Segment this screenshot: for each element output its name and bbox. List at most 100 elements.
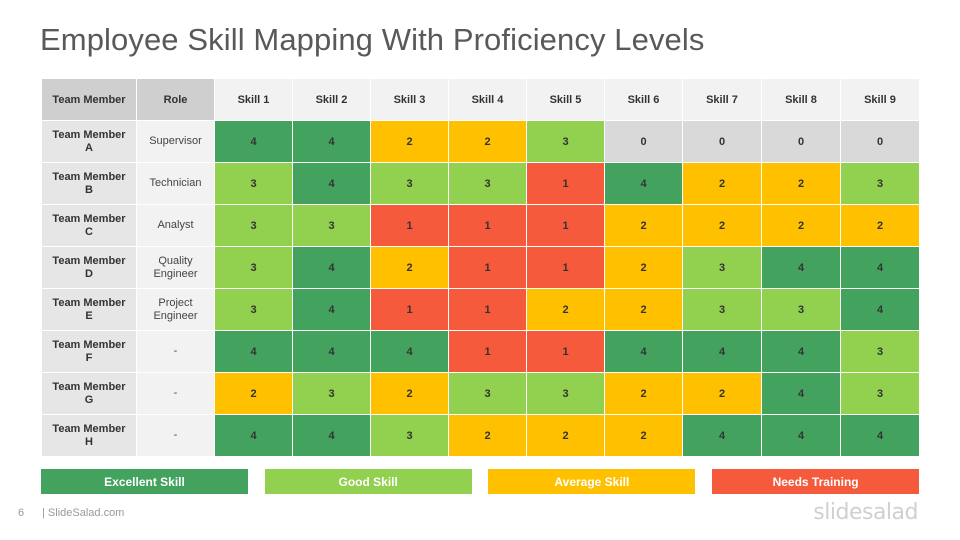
skill-level-cell: 4 — [292, 120, 371, 163]
skill-level-cell: 4 — [682, 330, 762, 373]
role-cell: Technician — [136, 162, 215, 205]
table-row: Team Member G -2 3 2 3 3 2 2 4 3 — [41, 372, 920, 415]
slidesalad-logo: slidesalad — [813, 500, 918, 525]
skill-level-cell: 3 — [214, 204, 293, 247]
role-cell: Project Engineer — [136, 288, 215, 331]
skill-level-cell: 3 — [214, 288, 293, 331]
skill-level-cell: 4 — [840, 414, 920, 457]
skill-level-cell: 3 — [292, 372, 371, 415]
header-skill-5: Skill 5 — [526, 78, 605, 121]
member-name-line: Team Member — [52, 254, 126, 267]
header-skill-7: Skill 7 — [682, 78, 762, 121]
skill-level-cell: 3 — [370, 414, 449, 457]
skill-level-cell: 0 — [682, 120, 762, 163]
skill-level-cell: 3 — [214, 162, 293, 205]
skill-level-cell: 1 — [448, 204, 527, 247]
skill-level-cell: 1 — [448, 288, 527, 331]
skill-level-cell: 3 — [526, 120, 605, 163]
skill-level-cell: 1 — [526, 330, 605, 373]
member-name-line: A — [85, 141, 93, 154]
skill-level-cell: 2 — [604, 372, 683, 415]
member-name-line: Team Member — [52, 128, 126, 141]
member-cell: Team Member G — [41, 372, 137, 415]
header-team-member: Team Member — [41, 78, 137, 121]
role-cell: - — [136, 414, 215, 457]
member-name-line: H — [85, 435, 93, 448]
role-cell: Quality Engineer — [136, 246, 215, 289]
page-title: Employee Skill Mapping With Proficiency … — [40, 22, 705, 57]
skill-level-cell: 4 — [292, 288, 371, 331]
role-line: - — [173, 387, 178, 399]
skill-level-cell: 1 — [526, 162, 605, 205]
skill-level-cell: 4 — [761, 330, 841, 373]
role-cell: - — [136, 330, 215, 373]
skill-level-cell: 2 — [682, 204, 762, 247]
legend-item: Needs Training — [712, 469, 920, 494]
skill-level-cell: 1 — [526, 204, 605, 247]
header-role: Role — [136, 78, 215, 121]
skill-level-cell: 2 — [370, 372, 449, 415]
skill-level-cell: 3 — [214, 246, 293, 289]
skill-level-cell: 2 — [840, 204, 920, 247]
skill-level-cell: 2 — [526, 288, 605, 331]
table-row: Team Member B Technician 3 4 3 3 1 4 2 2 3 — [41, 162, 920, 205]
skill-level-cell: 4 — [214, 414, 293, 457]
skill-level-cell: 2 — [604, 288, 683, 331]
member-name-line: Team Member — [52, 422, 126, 435]
skill-level-cell: 2 — [526, 414, 605, 457]
skill-level-cell: 4 — [761, 372, 841, 415]
role-line: Quality — [158, 254, 193, 267]
skill-level-cell: 4 — [214, 330, 293, 373]
skill-level-cell: 1 — [448, 246, 527, 289]
table-row: Team Member F -4 4 4 1 1 4 4 4 3 — [41, 330, 920, 373]
member-cell: Team Member F — [41, 330, 137, 373]
skill-level-cell: 4 — [840, 288, 920, 331]
skill-level-cell: 4 — [604, 330, 683, 373]
member-name-line: Team Member — [52, 380, 126, 393]
role-line: - — [173, 345, 178, 357]
role-cell: Analyst — [136, 204, 215, 247]
member-name-line: Team Member — [52, 296, 126, 309]
table-row: Team Member D Quality Engineer 3 4 2 1 1 2 3 4 4 — [41, 246, 920, 289]
skill-level-cell: 3 — [682, 288, 762, 331]
member-cell: Team Member E — [41, 288, 137, 331]
role-line: Engineer — [153, 309, 198, 322]
skill-level-cell: 0 — [761, 120, 841, 163]
skill-level-cell: 3 — [840, 372, 920, 415]
role-line: Engineer — [153, 267, 198, 280]
table-header-row: Team Member Role Skill 1 Skill 2 Skill 3 Sk… — [41, 78, 920, 121]
skill-level-cell: 4 — [840, 246, 920, 289]
skill-level-cell: 3 — [840, 162, 920, 205]
skill-level-cell: 4 — [292, 330, 371, 373]
skill-level-cell: 2 — [448, 414, 527, 457]
role-line: Supervisor — [149, 135, 202, 147]
role-line: Technician — [149, 177, 202, 189]
skill-level-cell: 2 — [761, 162, 841, 205]
legend-item: Excellent Skill — [41, 469, 248, 494]
skill-level-cell: 2 — [370, 246, 449, 289]
footer-brand: | SlideSalad.com — [42, 507, 125, 519]
skill-level-cell: 4 — [292, 246, 371, 289]
skill-level-cell: 1 — [526, 246, 605, 289]
role-cell: - — [136, 372, 215, 415]
skill-level-cell: 3 — [682, 246, 762, 289]
skill-level-cell: 0 — [840, 120, 920, 163]
skill-level-cell: 3 — [448, 162, 527, 205]
member-cell: Team Member H — [41, 414, 137, 457]
skill-level-cell: 2 — [682, 372, 762, 415]
header-skill-4: Skill 4 — [448, 78, 527, 121]
role-line: - — [173, 429, 178, 441]
member-name-line: Team Member — [52, 338, 126, 351]
legend: Excellent Skill Good Skill Average Skill Ne… — [41, 469, 920, 494]
skill-level-cell: 4 — [604, 162, 683, 205]
skill-level-cell: 4 — [292, 162, 371, 205]
table-row: Team Member C Analyst 3 3 1 1 1 2 2 2 2 — [41, 204, 920, 247]
table-row: Team Member E Project Engineer 3 4 1 1 2 2 3 3 4 — [41, 288, 920, 331]
member-cell: Team Member C — [41, 204, 137, 247]
role-line: Project — [158, 296, 193, 309]
role-line: Analyst — [157, 219, 194, 231]
skill-level-cell: 4 — [761, 414, 841, 457]
legend-item: Good Skill — [264, 469, 472, 494]
skill-level-cell: 4 — [370, 330, 449, 373]
header-skill-9: Skill 9 — [840, 78, 920, 121]
